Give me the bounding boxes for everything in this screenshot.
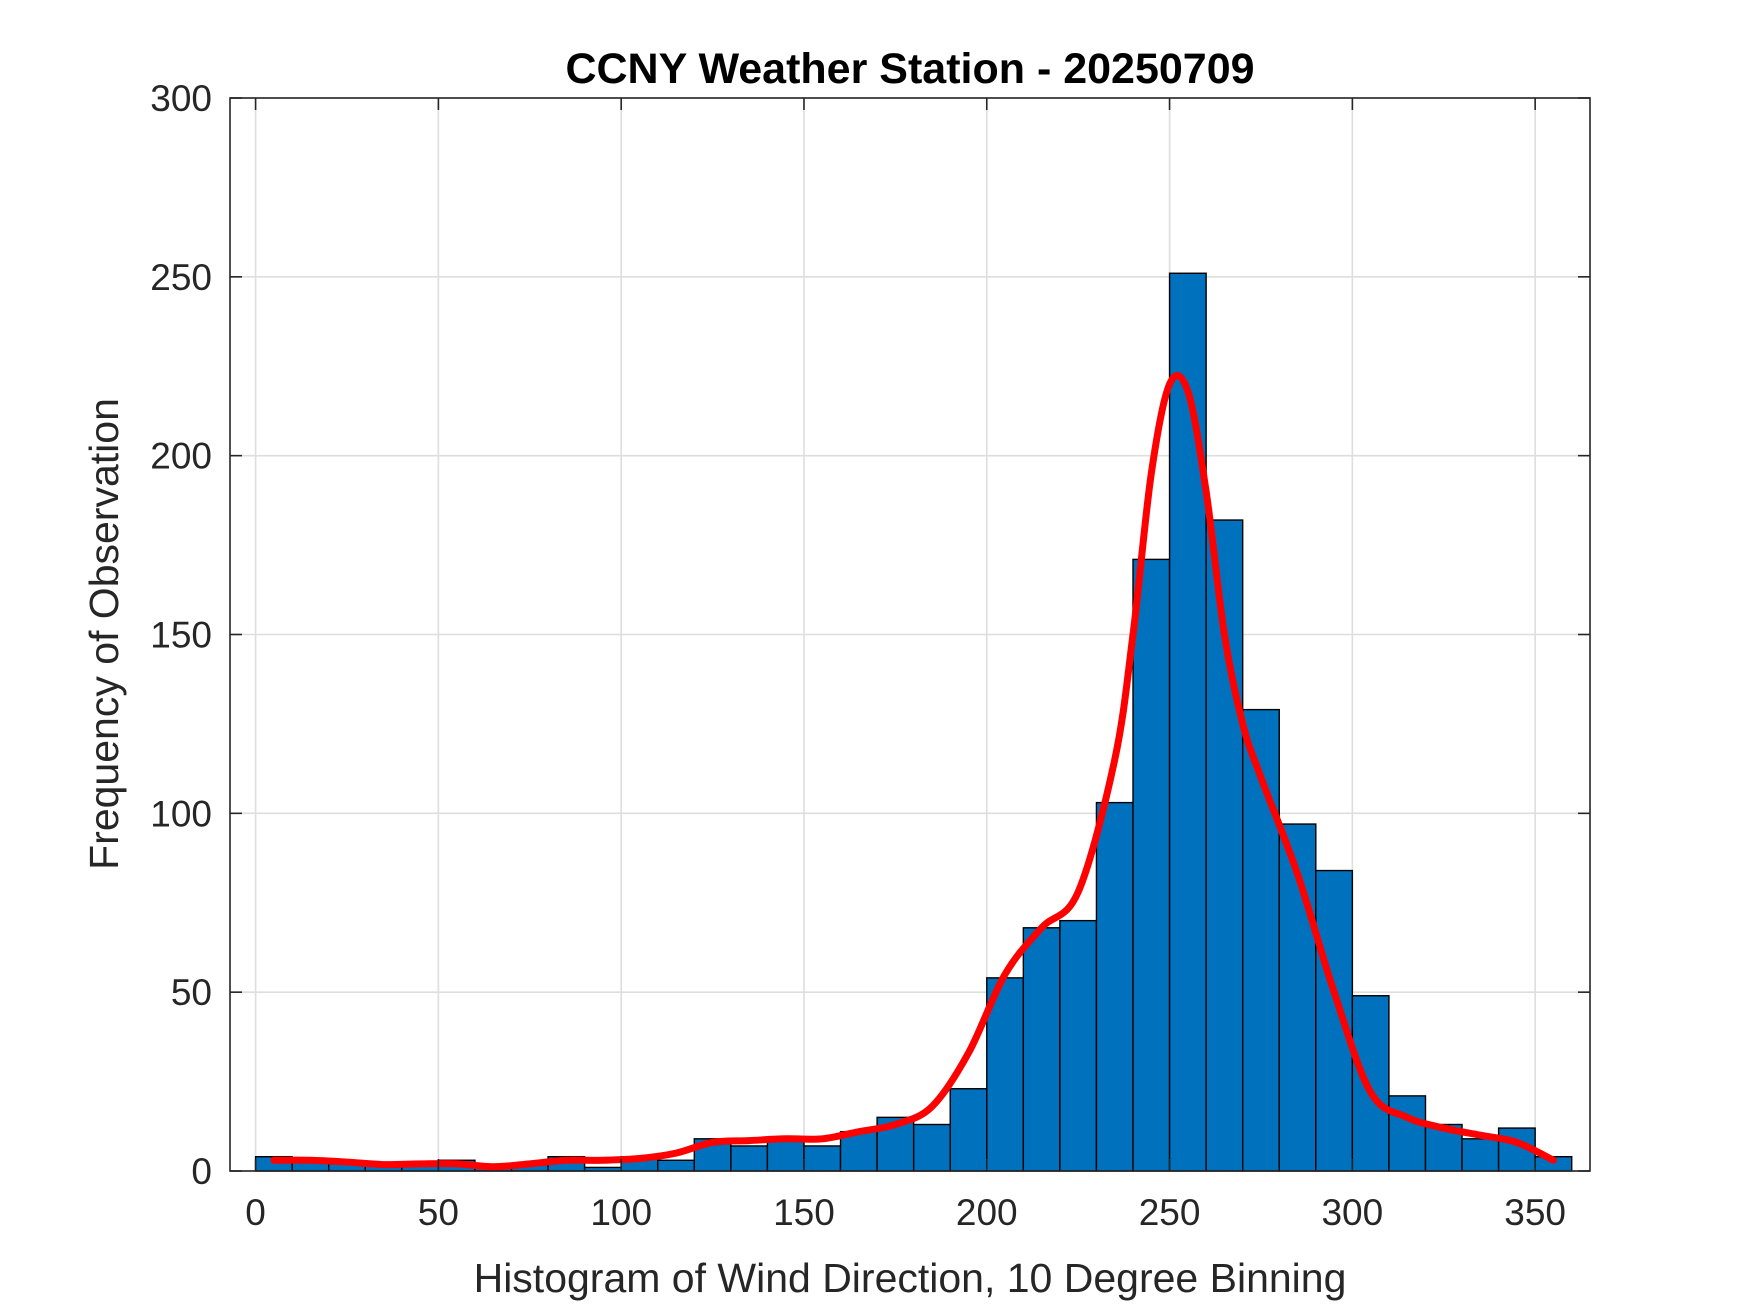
x-tick-label: 200 bbox=[956, 1192, 1018, 1233]
histogram-bar bbox=[730, 1145, 769, 1172]
y-tick-label: 50 bbox=[171, 972, 212, 1013]
histogram-bar bbox=[949, 1088, 988, 1172]
histogram-bar bbox=[1132, 558, 1171, 1172]
histogram-bar bbox=[912, 1123, 951, 1172]
histogram-bars bbox=[254, 272, 1573, 1172]
histogram-bar bbox=[1461, 1138, 1500, 1172]
histogram-bar bbox=[766, 1138, 805, 1172]
histogram-bar bbox=[803, 1145, 842, 1172]
y-tick-label: 200 bbox=[150, 436, 212, 477]
x-axis-label: Histogram of Wind Direction, 10 Degree B… bbox=[474, 1255, 1347, 1301]
y-tick-label: 250 bbox=[150, 257, 212, 298]
chart-title: CCNY Weather Station - 20250709 bbox=[565, 45, 1254, 93]
histogram-bar bbox=[1095, 801, 1134, 1172]
histogram-bar bbox=[986, 977, 1025, 1172]
y-tick-labels: 0 50 100 150 200 250 300 bbox=[150, 78, 212, 1192]
x-tick-label: 100 bbox=[590, 1192, 652, 1233]
histogram-bar bbox=[1168, 272, 1207, 1172]
trend-line-layer bbox=[270, 372, 1557, 1171]
trend-line bbox=[270, 372, 1557, 1171]
histogram-bar bbox=[1059, 919, 1098, 1172]
y-tick-label: 0 bbox=[191, 1151, 212, 1192]
axis-ticks bbox=[230, 97, 1590, 1172]
y-tick-label: 100 bbox=[150, 793, 212, 834]
histogram-bar bbox=[1022, 927, 1061, 1172]
y-axis-label: Frequency of Observation bbox=[81, 398, 127, 870]
y-tick-label: 300 bbox=[150, 78, 212, 119]
histogram-bar bbox=[1388, 1095, 1427, 1172]
x-tick-label: 350 bbox=[1504, 1192, 1566, 1233]
x-tick-label: 250 bbox=[1139, 1192, 1201, 1233]
y-tick-label: 150 bbox=[150, 615, 212, 656]
histogram-bar bbox=[1351, 995, 1390, 1172]
x-tick-label: 300 bbox=[1321, 1192, 1383, 1233]
x-tick-labels: 0 50 100 150 200 250 300 350 bbox=[245, 1192, 1566, 1233]
x-tick-label: 50 bbox=[418, 1192, 459, 1233]
x-tick-label: 0 bbox=[245, 1192, 266, 1233]
x-tick-label: 150 bbox=[773, 1192, 835, 1233]
histogram-bar bbox=[657, 1159, 696, 1172]
